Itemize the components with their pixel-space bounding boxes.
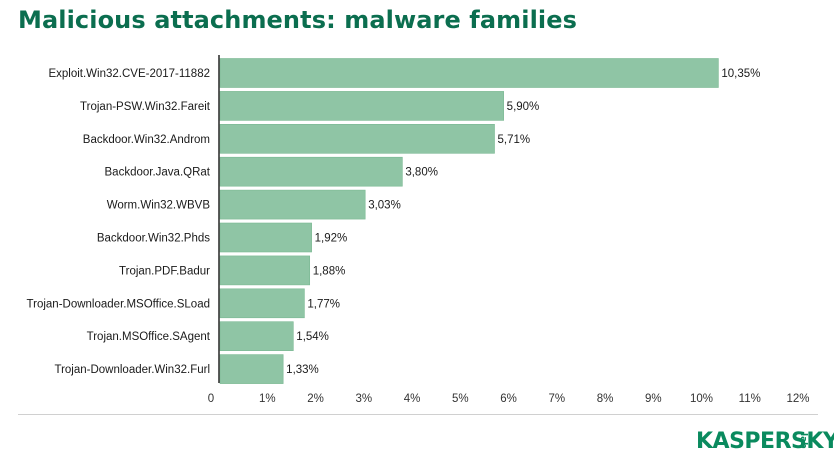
bar [219, 156, 403, 187]
value-label: 5,90% [507, 101, 540, 113]
x-tick-label: 10% [690, 393, 713, 405]
value-label: 5,71% [498, 134, 531, 146]
kaspersky-logo: KASPERSKY lab [696, 429, 834, 465]
x-tick-label: 2% [307, 393, 324, 405]
value-label: 1,92% [315, 233, 348, 245]
logo-wordmark: KASPERSKY [696, 429, 834, 454]
value-label: 1,77% [307, 298, 340, 310]
x-tick-label: 7% [548, 393, 565, 405]
footer-divider [18, 414, 818, 415]
bar [219, 222, 312, 253]
x-tick-label: 1% [259, 393, 276, 405]
category-label: Exploit.Win32.CVE-2017-11882 [48, 68, 210, 80]
value-label: 1,33% [286, 364, 319, 376]
chart-title: Malicious attachments: malware families [18, 6, 577, 34]
category-label: Trojan-PSW.Win32.Fareit [80, 101, 211, 113]
x-tick-label: 4% [404, 393, 421, 405]
x-tick-label: 11% [739, 393, 761, 405]
category-label: Backdoor.Win32.Androm [83, 134, 210, 146]
bar [219, 255, 311, 286]
value-label: 1,88% [313, 265, 346, 277]
logo-lab: lab [798, 433, 808, 449]
category-label: Worm.Win32.WBVB [107, 200, 211, 212]
bar [219, 354, 284, 384]
x-tick-label: 12% [786, 393, 809, 405]
bar [219, 288, 305, 319]
category-label: Backdoor.Java.QRat [105, 167, 211, 179]
category-label: Backdoor.Win32.Phds [97, 233, 210, 245]
value-label: 3,80% [405, 167, 438, 179]
category-label: Trojan-Downloader.Win32.Furl [54, 364, 210, 376]
category-label: Trojan-Downloader.MSOffice.SLoad [27, 298, 210, 310]
x-tick-label: 9% [645, 393, 662, 405]
category-label: Trojan.MSOffice.SAgent [87, 331, 211, 343]
x-tick-label: 6% [500, 393, 517, 405]
x-tick-label: 0 [208, 393, 214, 405]
value-label: 3,03% [368, 200, 401, 212]
bar [219, 91, 504, 121]
bar [219, 321, 294, 352]
x-tick-label: 8% [597, 393, 614, 405]
value-label: 1,54% [296, 331, 329, 343]
x-tick-label: 5% [452, 393, 469, 405]
category-label: Trojan.PDF.Badur [119, 265, 210, 277]
bar [219, 189, 366, 220]
bar [219, 124, 495, 154]
x-tick-label: 3% [355, 393, 372, 405]
value-label: 10,35% [721, 68, 760, 80]
bar [219, 58, 719, 88]
